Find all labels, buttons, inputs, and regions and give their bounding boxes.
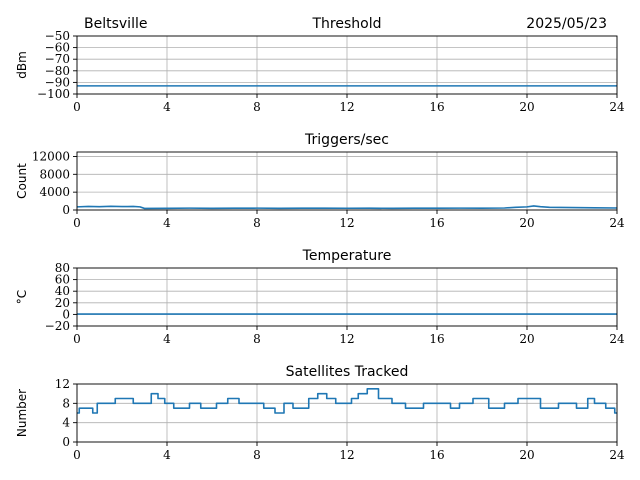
x-tick-label: 4 [163, 216, 171, 230]
x-tick-label: 12 [339, 332, 354, 346]
x-tick-label: 20 [519, 448, 534, 462]
y-tick-label: −20 [45, 319, 70, 333]
y-tick-label: 8000 [39, 167, 70, 181]
y-tick-label: 40 [55, 284, 70, 298]
y-tick-label: −70 [45, 52, 70, 66]
y-axis-label: Number [15, 389, 29, 437]
chart-title: Triggers/sec [304, 132, 389, 148]
series-line [77, 205, 617, 210]
y-tick-label: 4000 [39, 185, 70, 199]
x-tick-label: 0 [73, 216, 81, 230]
series-line [77, 388, 617, 414]
y-tick-label: −60 [45, 41, 70, 55]
x-tick-label: 8 [253, 100, 261, 114]
date-label: 2025/05/23 [526, 16, 607, 32]
chart-4: 0 4 8 12 16 20 24 0 4 8 12 Satellites Tracked Number [15, 364, 625, 462]
x-tick-label: 24 [609, 100, 625, 114]
y-tick-label: 4 [62, 416, 70, 430]
x-tick-label: 16 [429, 332, 444, 346]
chart-1: 0 4 8 12 16 20 24 −100−90−80−70−60−50 Threshold d… [15, 16, 625, 114]
y-axis-label: °C [15, 290, 29, 304]
chart-title: Temperature [302, 248, 392, 264]
y-tick-label: −90 [45, 75, 70, 89]
y-tick-label: 80 [55, 261, 70, 275]
x-tick-label: 20 [519, 216, 534, 230]
chart-title: Satellites Tracked [286, 364, 409, 380]
y-tick-label: 60 [55, 273, 70, 287]
x-tick-label: 24 [609, 332, 625, 346]
y-axis-label: dBm [15, 51, 29, 79]
y-tick-label: 12 [55, 377, 70, 391]
y-tick-label: 8 [62, 396, 70, 410]
x-tick-label: 16 [429, 448, 444, 462]
x-tick-label: 12 [339, 216, 354, 230]
chart-title: Threshold [312, 16, 382, 32]
y-axis-label: Count [15, 163, 29, 199]
y-tick-label: −100 [37, 87, 70, 101]
y-tick-label: 12000 [32, 149, 70, 163]
x-tick-label: 0 [73, 332, 81, 346]
x-tick-label: 16 [429, 100, 444, 114]
x-tick-label: 24 [609, 216, 625, 230]
y-tick-label: −80 [45, 64, 70, 78]
x-tick-label: 8 [253, 332, 261, 346]
x-tick-label: 24 [609, 448, 625, 462]
station-label: Beltsville [84, 16, 147, 32]
y-tick-label: 0 [62, 307, 70, 321]
x-tick-label: 0 [73, 100, 81, 114]
x-tick-label: 12 [339, 448, 354, 462]
x-tick-label: 20 [519, 100, 534, 114]
x-tick-label: 16 [429, 216, 444, 230]
y-tick-label: 20 [55, 296, 70, 310]
chart-2: 0 4 8 12 16 20 24 0 4000 8000 12000 Triggers/sec Cou… [15, 132, 625, 230]
x-tick-label: 20 [519, 332, 534, 346]
y-tick-label: 0 [62, 203, 70, 217]
x-tick-label: 4 [163, 100, 171, 114]
y-tick-label: −50 [45, 29, 70, 43]
x-tick-label: 4 [163, 332, 171, 346]
x-tick-label: 4 [163, 448, 171, 462]
x-tick-label: 8 [253, 448, 261, 462]
x-tick-label: 12 [339, 100, 354, 114]
y-tick-label: 0 [62, 435, 70, 449]
x-tick-label: 0 [73, 448, 81, 462]
x-tick-label: 8 [253, 216, 261, 230]
